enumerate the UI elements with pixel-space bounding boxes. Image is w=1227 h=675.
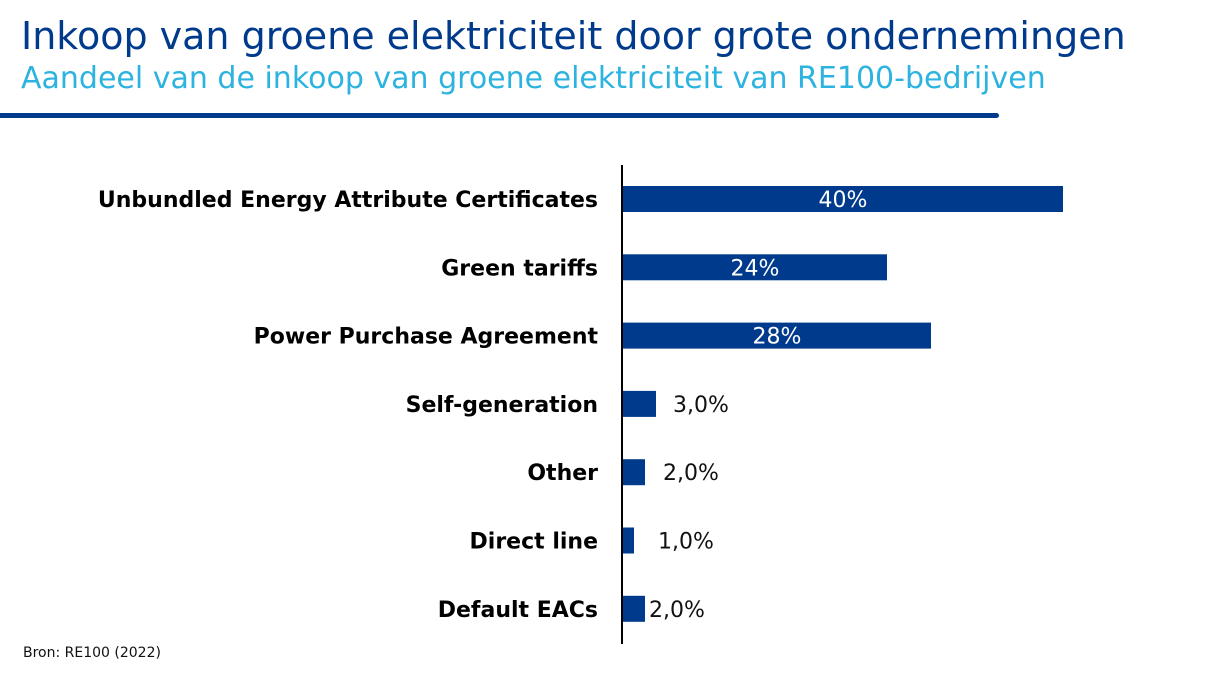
category-label: Green tariffs xyxy=(441,256,598,281)
chart-subtitle: Aandeel van de inkoop van groene elektri… xyxy=(21,61,1046,96)
data-label: 2,0% xyxy=(663,461,719,486)
bar xyxy=(623,527,634,554)
bar xyxy=(623,186,1063,212)
bar xyxy=(623,390,656,417)
title-divider xyxy=(0,113,999,118)
category-label: Direct line xyxy=(470,530,598,555)
category-label: Self-generation xyxy=(406,393,598,418)
bar xyxy=(623,254,887,281)
chart-title: Inkoop van groene elektriciteit door gro… xyxy=(21,14,1126,58)
data-label: 1,0% xyxy=(658,530,714,555)
category-label: Default EACs xyxy=(438,598,598,623)
data-label: 24% xyxy=(731,256,780,281)
data-label: 28% xyxy=(753,325,802,350)
category-label: Power Purchase Agreement xyxy=(254,325,599,350)
data-label: 2,0% xyxy=(649,598,705,623)
bar xyxy=(623,459,645,486)
category-label: Other xyxy=(527,461,598,486)
source-note: Bron: RE100 (2022) xyxy=(23,645,161,661)
data-label: 3,0% xyxy=(673,393,729,418)
category-label: Unbundled Energy Attribute Certificates xyxy=(98,188,598,213)
bar xyxy=(623,322,931,349)
bar xyxy=(623,595,645,622)
data-label: 40% xyxy=(819,188,868,213)
